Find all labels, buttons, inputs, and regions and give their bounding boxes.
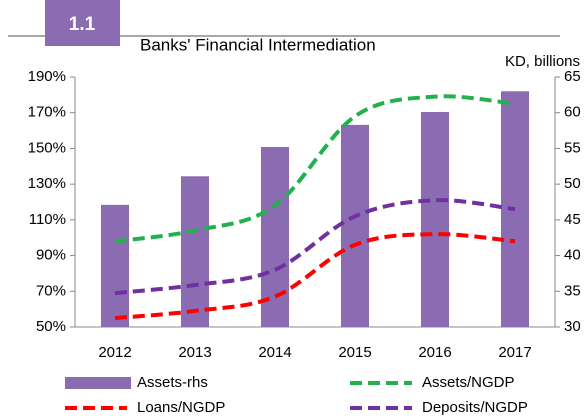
y2-tick-label: 45 <box>564 211 581 228</box>
y-tick-label: 50% <box>36 318 66 335</box>
legend-label: Deposits/NGDP <box>422 399 528 416</box>
line <box>114 198 516 296</box>
bar <box>261 147 289 327</box>
y2-tick-label: 35 <box>564 282 581 299</box>
line <box>114 232 516 321</box>
x-tick-label: 2014 <box>258 344 291 361</box>
x-tick-label: 2015 <box>338 344 371 361</box>
legend-label: Assets-rhs <box>137 374 208 391</box>
y-tick-label: 90% <box>36 247 66 264</box>
bar <box>341 124 369 327</box>
y2-tick-label: 40 <box>564 247 581 264</box>
y-tick-label: 130% <box>28 175 66 192</box>
badge-label: 1.1 <box>69 14 96 35</box>
y2-tick-label: 65 <box>564 68 581 85</box>
chart-title: Banks' Financial Intermediation <box>140 35 376 54</box>
y-tick-label: 150% <box>28 139 66 156</box>
y2-tick-label: 30 <box>564 318 581 335</box>
x-tick-label: 2013 <box>178 344 211 361</box>
x-tick-label: 2016 <box>418 344 451 361</box>
legend-swatch <box>65 377 131 389</box>
y2-axis-label: KD, billions <box>505 53 580 70</box>
y-tick-label: 70% <box>36 282 66 299</box>
y2-tick-label: 55 <box>564 139 581 156</box>
y2-tick-label: 60 <box>564 104 581 121</box>
x-tick-label: 2017 <box>498 344 531 361</box>
y-tick-label: 170% <box>28 104 66 121</box>
line <box>114 94 516 244</box>
y-tick-label: 110% <box>29 211 66 228</box>
legend-label: Loans/NGDP <box>137 399 225 416</box>
bar <box>181 176 209 327</box>
y2-tick-label: 50 <box>564 175 581 192</box>
bar <box>421 112 449 327</box>
badge <box>45 0 120 46</box>
bar <box>101 204 129 327</box>
x-tick-label: 2012 <box>98 344 131 361</box>
legend-label: Assets/NGDP <box>422 374 515 391</box>
y-tick-label: 190% <box>28 68 66 85</box>
